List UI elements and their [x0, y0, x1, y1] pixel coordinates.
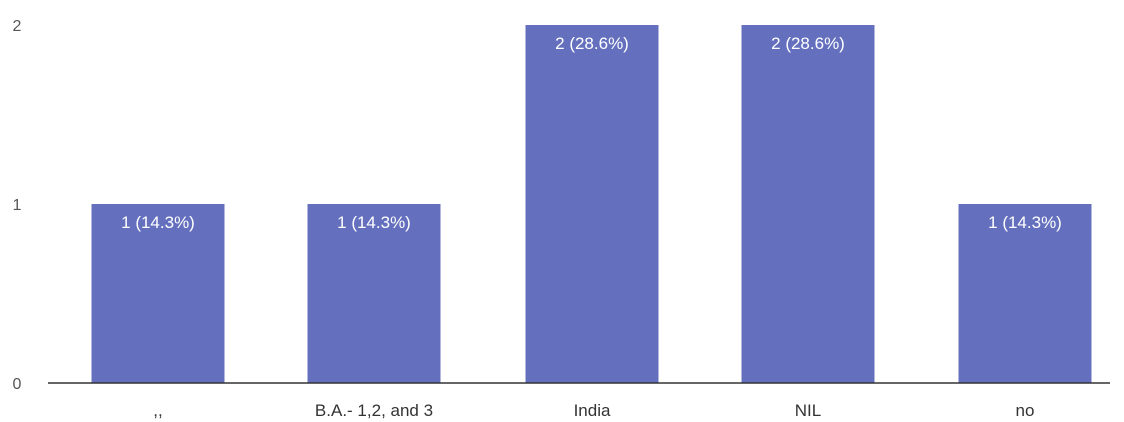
bar-data-labels: 1 (14.3%) 1 (14.3%) 2 (28.6%) 2 (28.6%) 1 (1…	[121, 34, 1062, 232]
y-tick-label: 1	[13, 197, 22, 214]
x-axis-ticks: ,, B.A.- 1,2, and 3 India NIL no	[153, 401, 1034, 420]
y-axis-ticks: 0 1 2	[13, 18, 22, 393]
bar	[525, 25, 659, 383]
bar-data-label: 2 (28.6%)	[555, 34, 629, 53]
y-tick-label: 0	[13, 376, 22, 393]
x-tick-label: NIL	[795, 401, 821, 420]
bar-data-label: 1 (14.3%)	[988, 213, 1062, 232]
y-tick-label: 2	[13, 18, 22, 35]
bar	[91, 204, 225, 383]
x-tick-label: India	[574, 401, 611, 420]
x-tick-label: no	[1016, 401, 1035, 420]
x-tick-label: B.A.- 1,2, and 3	[315, 401, 433, 420]
x-tick-label: ,,	[153, 401, 162, 420]
bar-data-label: 1 (14.3%)	[337, 213, 411, 232]
bar	[307, 204, 441, 383]
bar	[958, 204, 1092, 383]
bar	[741, 25, 875, 383]
bar-series	[91, 25, 1092, 383]
bar-data-label: 2 (28.6%)	[771, 34, 845, 53]
bar-data-label: 1 (14.3%)	[121, 213, 195, 232]
